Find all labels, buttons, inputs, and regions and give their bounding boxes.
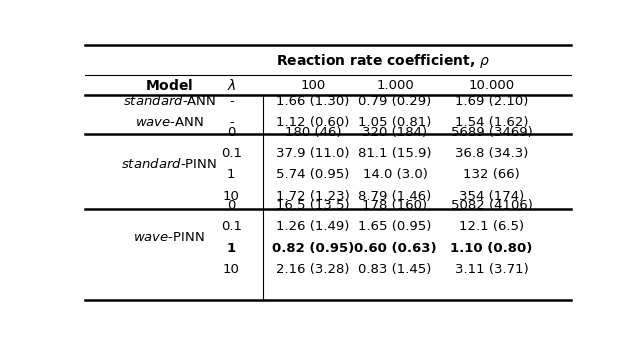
Text: 0.79 (0.29): 0.79 (0.29)	[358, 95, 431, 107]
Text: 178 (160): 178 (160)	[362, 199, 428, 212]
Text: $\lambda$: $\lambda$	[227, 78, 236, 93]
Text: 180 (46): 180 (46)	[285, 126, 341, 139]
Text: 10: 10	[223, 263, 240, 276]
Text: 8.79 (1.46): 8.79 (1.46)	[358, 190, 431, 203]
Text: 0.1: 0.1	[221, 147, 242, 160]
Text: 100: 100	[301, 79, 326, 92]
Text: 1.12 (0.60): 1.12 (0.60)	[276, 116, 350, 129]
Text: 16.5 (13.5): 16.5 (13.5)	[276, 199, 350, 212]
Text: 1.05 (0.81): 1.05 (0.81)	[358, 116, 431, 129]
Text: 1.72 (1.23): 1.72 (1.23)	[276, 190, 350, 203]
Text: 0.60 (0.63): 0.60 (0.63)	[354, 242, 436, 255]
Text: 0.1: 0.1	[221, 220, 242, 233]
Text: 132 (66): 132 (66)	[463, 168, 520, 181]
Text: 0.83 (1.45): 0.83 (1.45)	[358, 263, 431, 276]
Text: -: -	[229, 95, 234, 107]
Text: 1: 1	[227, 168, 236, 181]
Text: 3.11 (3.71): 3.11 (3.71)	[455, 263, 529, 276]
Text: 1.10 (0.80): 1.10 (0.80)	[451, 242, 533, 255]
Text: $\mathit{standard}$-PINN: $\mathit{standard}$-PINN	[121, 157, 218, 171]
Text: 81.1 (15.9): 81.1 (15.9)	[358, 147, 432, 160]
Text: 1.54 (1.62): 1.54 (1.62)	[455, 116, 529, 129]
Text: 1.65 (0.95): 1.65 (0.95)	[358, 220, 431, 233]
Text: 5082 (4106): 5082 (4106)	[451, 199, 532, 212]
Text: 5.74 (0.95): 5.74 (0.95)	[276, 168, 350, 181]
Text: 37.9 (11.0): 37.9 (11.0)	[276, 147, 350, 160]
Text: 1.26 (1.49): 1.26 (1.49)	[276, 220, 350, 233]
Text: $\mathit{standard}$-ANN: $\mathit{standard}$-ANN	[123, 94, 216, 108]
Text: 2.16 (3.28): 2.16 (3.28)	[276, 263, 350, 276]
Text: 320 (184): 320 (184)	[362, 126, 428, 139]
Text: 1.000: 1.000	[376, 79, 414, 92]
Text: 12.1 (6.5): 12.1 (6.5)	[459, 220, 524, 233]
Text: -: -	[229, 116, 234, 129]
Text: 354 (174): 354 (174)	[459, 190, 524, 203]
Text: 1.66 (1.30): 1.66 (1.30)	[276, 95, 350, 107]
Text: 0.82 (0.95): 0.82 (0.95)	[272, 242, 355, 255]
Text: $\mathit{wave}$-ANN: $\mathit{wave}$-ANN	[134, 116, 204, 129]
Text: 0: 0	[227, 126, 236, 139]
Text: $\mathit{wave}$-PINN: $\mathit{wave}$-PINN	[133, 231, 205, 244]
Text: 0: 0	[227, 199, 236, 212]
Text: 1.69 (2.10): 1.69 (2.10)	[455, 95, 529, 107]
Text: 10: 10	[223, 190, 240, 203]
Text: 10.000: 10.000	[468, 79, 515, 92]
Text: 36.8 (34.3): 36.8 (34.3)	[455, 147, 529, 160]
Text: 1: 1	[227, 242, 236, 255]
Text: 14.0 (3.0): 14.0 (3.0)	[362, 168, 428, 181]
Text: $\bf{Model}$: $\bf{Model}$	[145, 78, 193, 93]
Text: 5689 (3469): 5689 (3469)	[451, 126, 532, 139]
Text: Reaction rate coefficient, $\rho$: Reaction rate coefficient, $\rho$	[276, 52, 490, 70]
